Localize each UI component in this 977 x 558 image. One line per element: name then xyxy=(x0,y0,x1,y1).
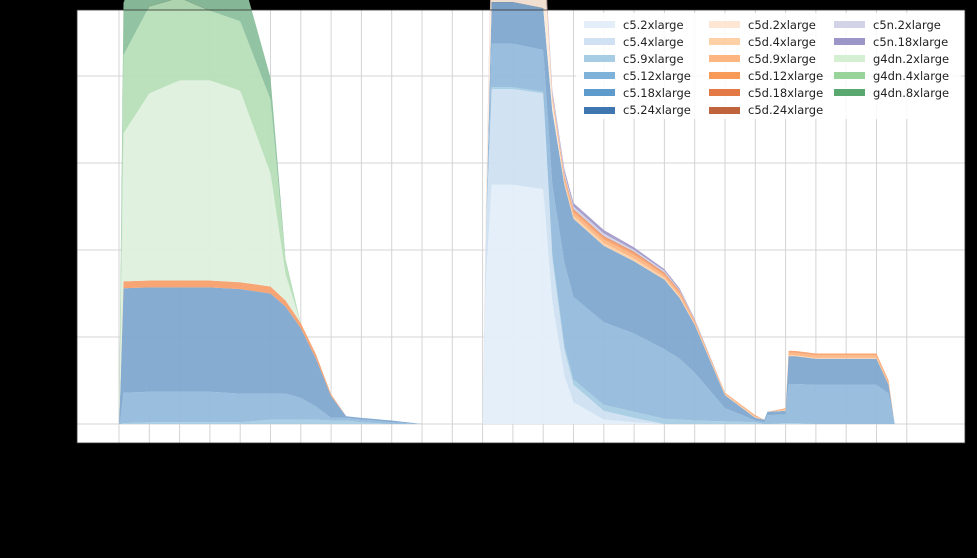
legend-label: c5d.2xlarge xyxy=(748,17,816,32)
legend-label: c5d.24xlarge xyxy=(748,103,824,117)
legend-item-g4dn-8xlarge: g4dn.8xlarge xyxy=(834,84,949,101)
legend-item-c5-18xlarge: c5.18xlarge xyxy=(584,84,691,101)
legend-swatch xyxy=(709,89,740,97)
legend-swatch xyxy=(709,72,740,80)
legend-swatch xyxy=(834,21,865,28)
legend-label: c5.18xlarge xyxy=(623,85,691,100)
legend-label: c5d.12xlarge xyxy=(748,68,824,83)
legend-item-c5d-9xlarge: c5d.9xlarge xyxy=(709,50,816,67)
legend-swatch xyxy=(709,21,740,28)
area-series xyxy=(119,0,895,425)
legend-item-c5-24xlarge: c5.24xlarge xyxy=(584,102,691,119)
legend-item-c5-4xlarge: c5.4xlarge xyxy=(584,33,684,50)
legend-swatch xyxy=(834,38,865,46)
legend-swatch xyxy=(834,55,865,63)
legend-label: c5.9xlarge xyxy=(623,51,684,66)
legend-item-g4dn-2xlarge: g4dn.2xlarge xyxy=(834,50,949,67)
area-g4dn-2xlarge xyxy=(119,0,895,424)
area-g4dn-4xlarge xyxy=(119,0,895,424)
legend-item-c5d-2xlarge: c5d.2xlarge xyxy=(709,16,816,33)
legend-label: c5d.4xlarge xyxy=(748,34,816,49)
legend-item-c5d-4xlarge: c5d.4xlarge xyxy=(709,33,816,50)
legend-label: c5n.2xlarge xyxy=(873,17,941,32)
legend-label: c5.4xlarge xyxy=(623,34,684,49)
legend-label: c5.12xlarge xyxy=(623,68,691,83)
legend-label: c5.2xlarge xyxy=(623,17,684,32)
area-c5-2xlarge xyxy=(119,184,895,424)
legend-swatch xyxy=(584,21,615,28)
legend-item-c5-2xlarge: c5.2xlarge xyxy=(584,16,684,33)
legend-item-c5-9xlarge: c5.9xlarge xyxy=(584,50,684,67)
legend-swatch xyxy=(709,38,740,46)
legend-label: g4dn.4xlarge xyxy=(873,68,950,83)
legend-swatch xyxy=(584,89,615,97)
legend-swatch xyxy=(834,89,865,97)
legend-swatch xyxy=(584,72,615,80)
legend-label: c5d.9xlarge xyxy=(748,51,816,66)
area-c5-4xlarge xyxy=(119,89,895,424)
legend-item-c5d-18xlarge: c5d.18xlarge xyxy=(709,84,823,101)
legend-swatch xyxy=(584,38,615,46)
area-c5-18xlarge xyxy=(119,2,895,424)
area-c5-12xlarge xyxy=(119,43,895,425)
legend-item-g4dn-4xlarge: g4dn.4xlarge xyxy=(834,67,949,84)
legend-swatch xyxy=(709,106,740,114)
legend-item-c5d-12xlarge: c5d.12xlarge xyxy=(709,67,823,84)
legend-item-c5-12xlarge: c5.12xlarge xyxy=(584,67,691,84)
legend-label: c5d.18xlarge xyxy=(748,85,824,100)
legend-item-c5n-18xlarge: c5n.18xlarge xyxy=(834,33,948,50)
legend-label: c5.24xlarge xyxy=(623,103,691,117)
legend-item-c5n-2xlarge: c5n.2xlarge xyxy=(834,16,941,33)
legend-label: g4dn.2xlarge xyxy=(873,51,950,66)
legend-label: c5n.18xlarge xyxy=(873,34,949,49)
legend-item-c5d-24xlarge: c5d.24xlarge xyxy=(709,102,823,119)
legend: c5.2xlarge c5.4xlarge c5.9xlarge c5.12xlarg… xyxy=(576,13,961,119)
plot-frame xyxy=(76,9,966,444)
legend-swatch xyxy=(709,55,740,63)
legend-label: g4dn.8xlarge xyxy=(873,85,950,100)
legend-swatch xyxy=(584,106,615,114)
legend-swatch xyxy=(834,72,865,80)
legend-swatch xyxy=(584,55,615,63)
